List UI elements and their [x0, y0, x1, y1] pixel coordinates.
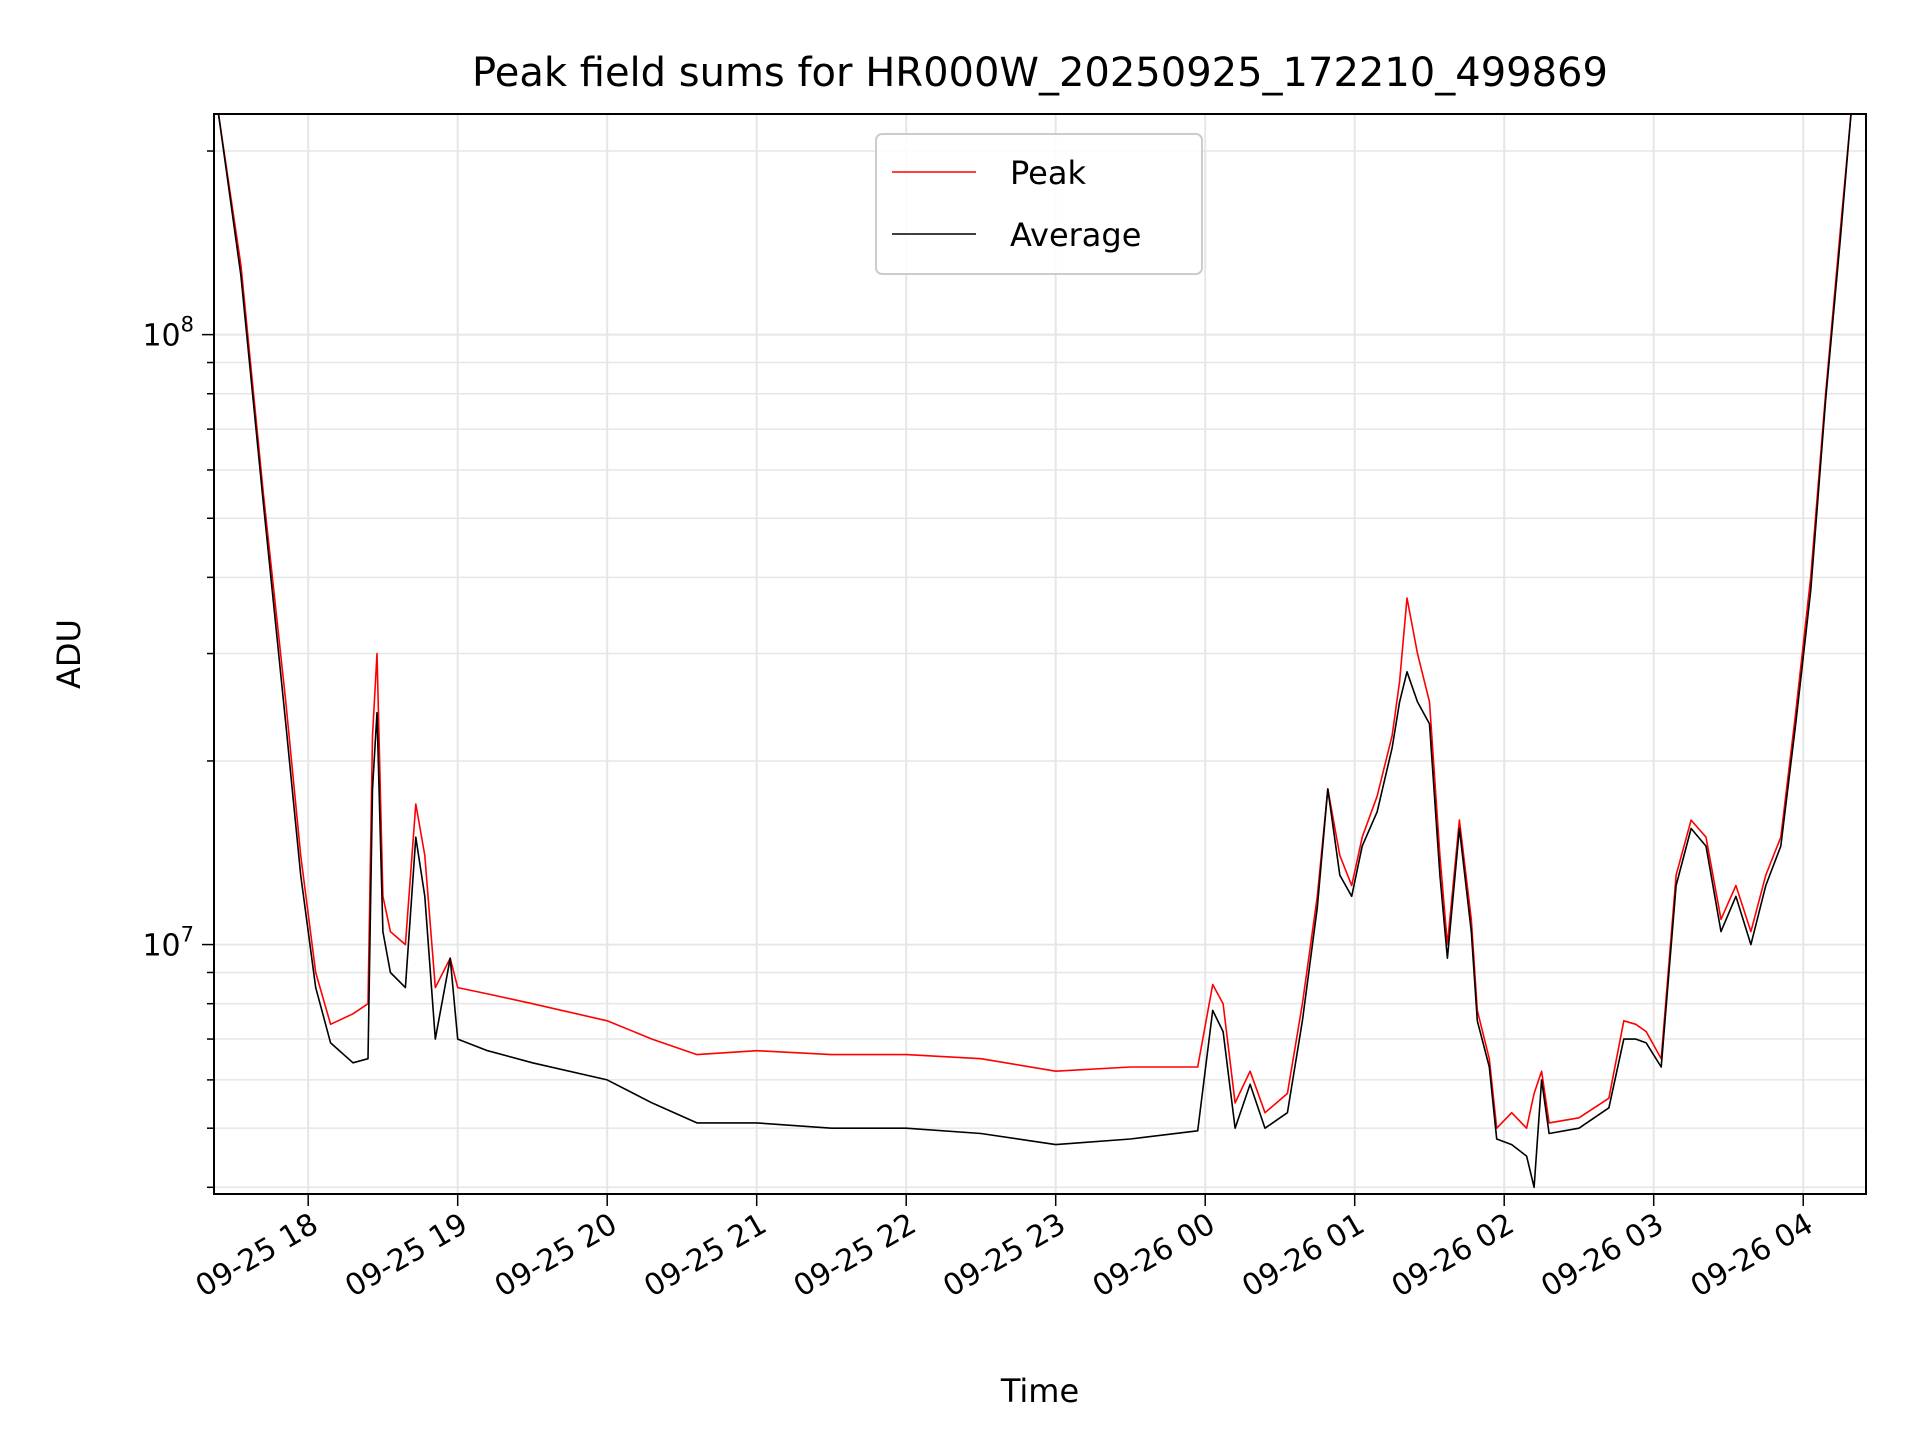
legend-average-label: Average — [1010, 216, 1141, 254]
y-tick-label: 107 — [142, 923, 194, 964]
series-layer — [217, 114, 1852, 1189]
series-line-average — [217, 114, 1852, 1189]
chart-title: Peak field sums for HR000W_20250925_1722… — [472, 50, 1608, 96]
x-axis-label: Time — [1000, 1372, 1079, 1410]
y-axis-label: ADU — [50, 619, 88, 689]
y-axis: 107 108 — [142, 150, 214, 1189]
legend: Peak Average — [875, 133, 1203, 275]
grid-lines — [214, 114, 1866, 1194]
legend-box — [875, 133, 1203, 275]
y-tick-label: 108 — [142, 313, 194, 354]
legend-peak-label: Peak — [1010, 154, 1086, 192]
series-line-peak — [217, 114, 1852, 1129]
